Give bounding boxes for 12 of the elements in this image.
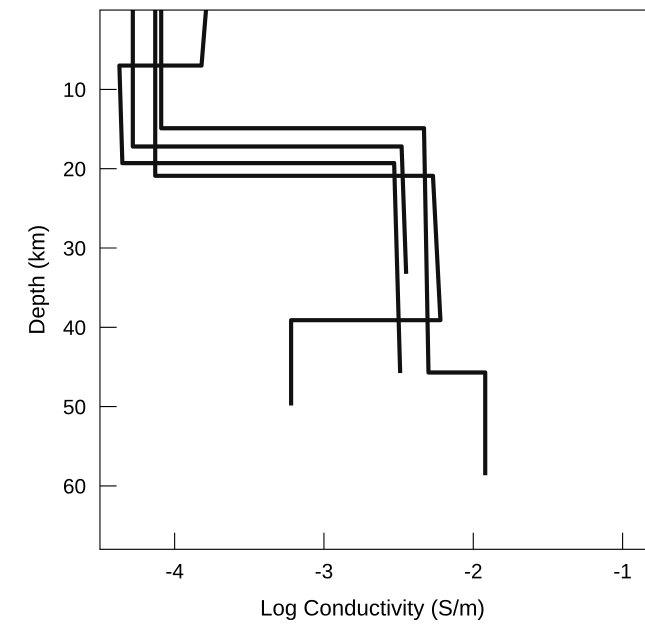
y-tick-label: 20 <box>64 162 86 176</box>
y-tick-label: 40 <box>63 320 86 336</box>
y-tick-label: 10 <box>64 82 86 98</box>
y-tick-label: 50 <box>64 400 86 414</box>
x-tick-label: -3 <box>316 564 332 579</box>
y-tick-label: 30 <box>64 241 86 256</box>
y-tick-label: 60 <box>64 478 86 494</box>
x-tick-label: -4 <box>166 564 184 578</box>
x-tick-label: -1 <box>614 564 631 578</box>
x-axis-title: Log Conductivity (S/m) <box>262 599 484 620</box>
x-tick-label: -2 <box>464 564 482 578</box>
y-axis-title: Depth (km) <box>28 226 50 333</box>
